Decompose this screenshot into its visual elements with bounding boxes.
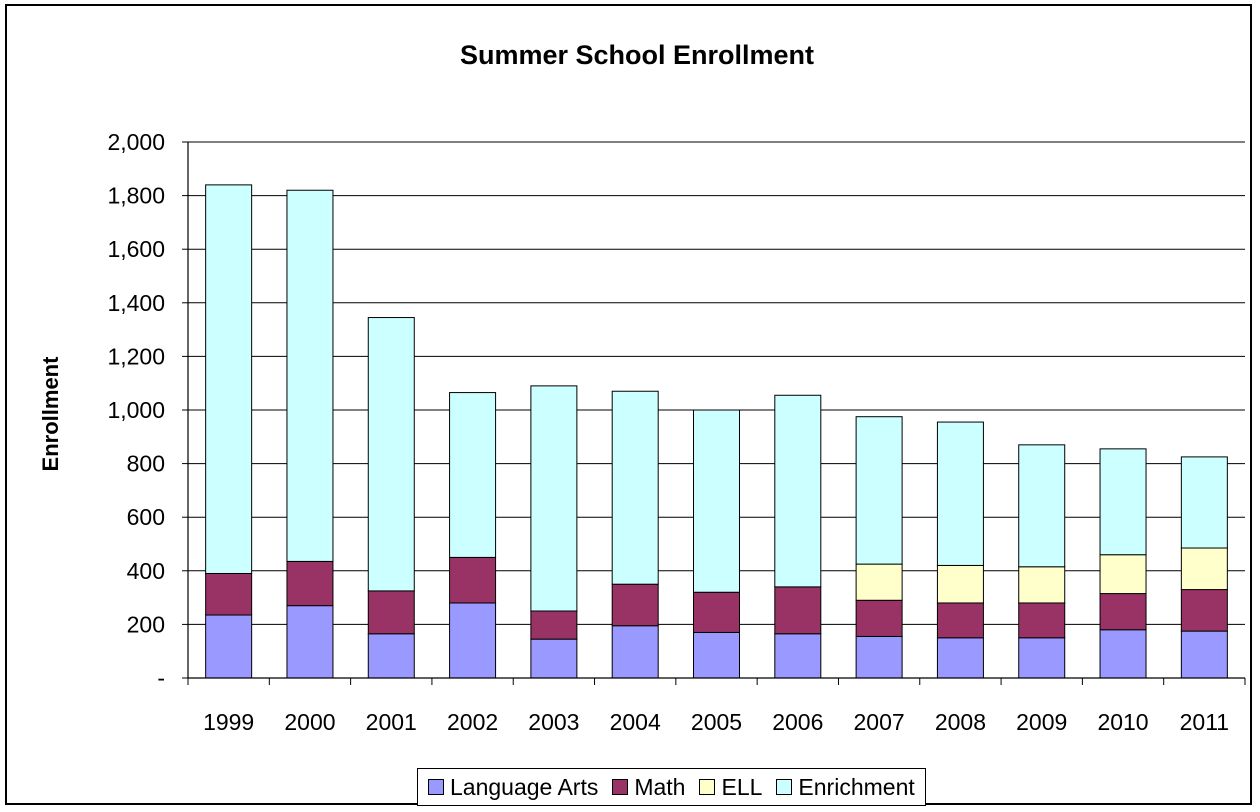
legend-label: Enrichment [798,773,915,800]
bar-segment [530,638,578,679]
legend-swatch [612,779,629,795]
legend-item: Math [612,774,685,801]
stacked-bar-chart: Summer School Enrollment Enrollment - 200… [38,40,1246,735]
bar-segment [1018,637,1066,679]
bar-segment [1018,602,1066,639]
bar-segment [1180,630,1228,679]
x-tick-label: 2006 [772,709,823,735]
x-tick-label: 2004 [610,709,661,735]
legend-label: Math [634,773,686,800]
bar-segment [1180,547,1228,591]
x-tick-label: 2000 [284,709,335,735]
bar-segment [530,610,578,640]
bar-segment [855,416,903,565]
bar-segment [1018,444,1066,568]
y-tick-label: 400 [127,558,165,584]
chart-frame: Summer School Enrollment Enrollment - 200… [5,4,1252,806]
bar-segment [936,421,984,566]
bar-segment [693,631,740,679]
bar-segment [1180,456,1228,549]
y-tick-label: 1,200 [107,343,165,369]
y-tick-labels: - 200 400 600 800 1,000 1,200 1,400 1,600 1,800 2,… [107,129,165,691]
bar-segment [855,563,903,601]
bar-segment [936,637,984,679]
legend-item: ELL [699,774,762,801]
y-tick-label: 800 [127,451,165,477]
bar-segment [205,572,253,616]
x-tick-label: 2007 [854,709,905,735]
y-tick-label: 600 [127,504,165,530]
bar-segment [774,586,822,635]
bar-segment [1018,566,1066,604]
legend-swatch [699,779,716,795]
bar-segment [205,184,253,574]
y-tick-label: 1,400 [107,290,165,316]
bar-segment [1099,554,1147,595]
bar-segment [774,633,822,679]
x-tick-label: 1999 [203,709,254,735]
x-tick-label: 2008 [935,709,986,735]
bar-segment [449,392,497,558]
bar-segment [693,591,740,633]
y-tick-label: 1,000 [107,397,165,423]
x-tick-label: 2011 [1180,709,1229,735]
x-tick-label: 2001 [366,709,417,735]
bar-segment [611,583,659,627]
bar-segment [936,602,984,639]
bar-segment [611,390,659,585]
legend-swatch [776,779,793,795]
x-tick-labels: 1999 2000 2001 2002 2003 2004 2005 2006 2007 2008… [203,709,1229,735]
legend-label: Language Arts [450,773,599,800]
bar-segment [286,560,334,607]
bar-segment [855,599,903,637]
bar-segment [449,556,497,604]
legend-item: Enrichment [776,773,915,801]
x-tick-label: 2010 [1097,709,1148,735]
bar-segment [286,605,334,679]
bar-segment [449,602,497,679]
bar-segment [1180,589,1228,632]
bar-segment [611,625,659,679]
x-tick-label: 2009 [1016,709,1067,735]
bar-segment [693,409,740,593]
bar-segment [367,590,415,635]
bar-segment [530,385,578,612]
bar-segment [855,635,903,679]
y-tick-label: - [157,665,165,691]
x-tick-label: 2002 [447,709,498,735]
x-tick-label: 2005 [691,709,742,735]
x-tick-label: 2003 [528,709,579,735]
bar-segment [936,564,984,604]
legend: Language Arts Math ELL Enrichment [417,768,926,806]
bar-segment [1099,629,1147,679]
y-tick-label: 2,000 [107,129,165,155]
bar-segment [367,633,415,679]
chart-title: Summer School Enrollment [460,40,814,70]
bars [205,184,1228,679]
bar-segment [774,394,822,588]
bar-segment [286,189,334,562]
bar-segment [1099,593,1147,631]
y-axis-label: Enrollment [38,356,63,472]
axes [182,141,1246,685]
legend-swatch [428,779,444,795]
y-tick-label: 200 [127,611,165,637]
bar-segment [205,614,253,679]
y-tick-label: 1,600 [107,236,165,262]
bar-segment [367,317,415,592]
legend-item: Language Arts [428,774,598,801]
legend-label: ELL [721,773,763,800]
y-tick-label: 1,800 [107,183,165,209]
bar-segment [1099,448,1147,556]
